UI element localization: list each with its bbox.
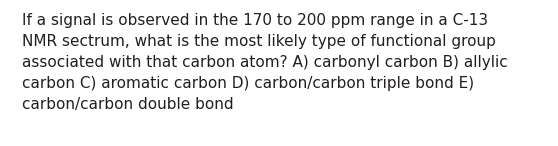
Text: If a signal is observed in the 170 to 200 ppm range in a C-13
NMR sectrum, what : If a signal is observed in the 170 to 20…: [22, 13, 508, 112]
